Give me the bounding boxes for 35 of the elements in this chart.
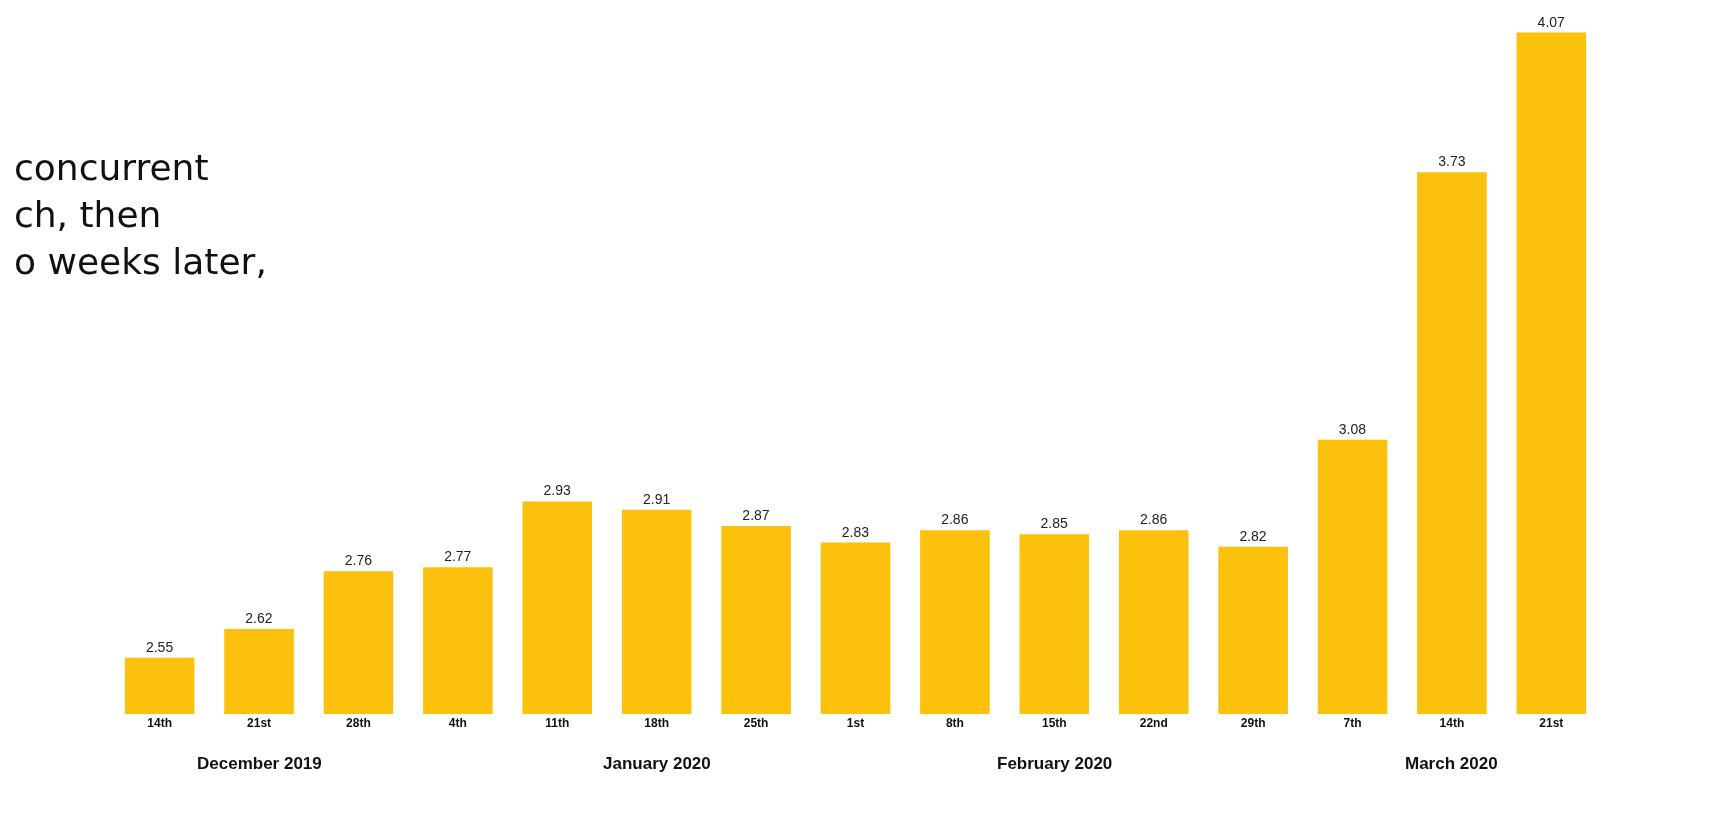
x-tick-label: 4th: [448, 716, 467, 730]
annotation: January 2020: [603, 754, 711, 773]
x-tick-label: 14th: [147, 716, 172, 730]
data-label: 2.91: [642, 490, 671, 507]
annotation: February 2020: [997, 754, 1113, 773]
data-label: 3.08: [1338, 420, 1367, 437]
x-tick-label: 1st: [846, 716, 865, 730]
data-label: 2.77: [444, 548, 472, 565]
data-label: 2.82: [1239, 527, 1267, 544]
annotation: December 2019: [197, 754, 322, 773]
x-tick-label: 14th: [1439, 716, 1465, 730]
data-label: 2.93: [543, 482, 572, 499]
annotation: March 2020: [1405, 754, 1498, 773]
x-tick-label: 11th: [545, 716, 570, 730]
x-tick-label: 28th: [346, 716, 371, 730]
data-label: 2.87: [742, 507, 770, 524]
x-tick-label: 7th: [1343, 716, 1362, 730]
data-label: 4.07: [1537, 13, 1566, 30]
data-label: 2.86: [1139, 511, 1168, 528]
data-label: 2.55: [145, 638, 174, 655]
data-label: 3.73: [1438, 153, 1466, 170]
x-tick-label: 25th: [743, 716, 769, 730]
x-tick-label: 18th: [644, 716, 670, 730]
x-tick-label: 29th: [1240, 716, 1266, 730]
x-tick-label: 21st: [247, 716, 272, 730]
data-label: 2.62: [245, 609, 273, 626]
x-tick-label: 21st: [1539, 716, 1564, 730]
data-label: 2.85: [1040, 515, 1069, 532]
data-label: 2.86: [941, 511, 969, 528]
x-tick-label: 15th: [1041, 716, 1067, 730]
data-label: 2.76: [344, 552, 373, 569]
x-tick-label: 22nd: [1139, 716, 1168, 730]
annotation: concurrent ch, then o weeks later,: [14, 147, 267, 282]
x-tick-label: 8th: [945, 716, 964, 730]
data-label: 2.83: [841, 523, 870, 540]
